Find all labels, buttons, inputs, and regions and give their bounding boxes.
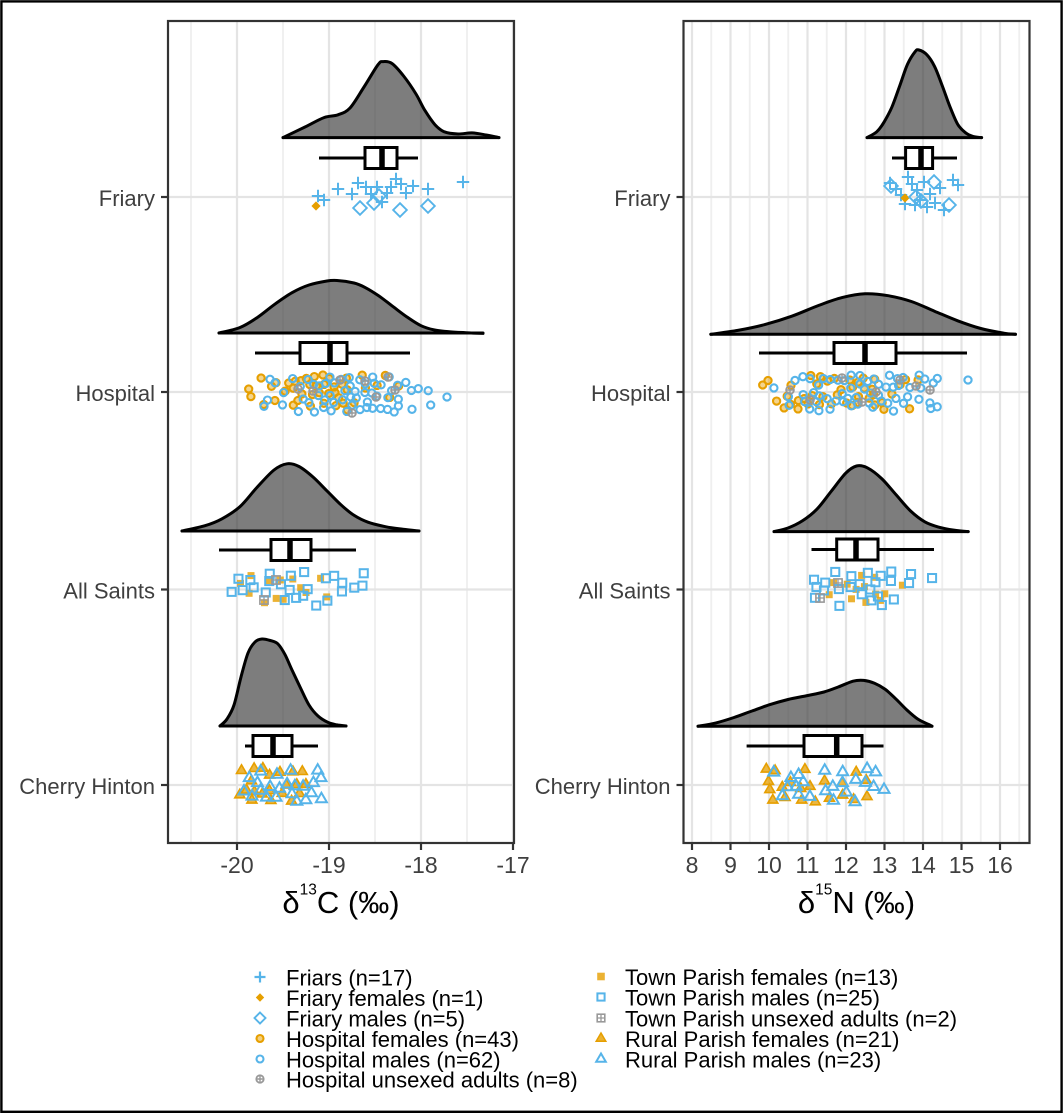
svg-text:Rural Parish males (n=23): Rural Parish males (n=23) — [625, 1048, 881, 1073]
svg-text:14: 14 — [910, 852, 936, 878]
svg-text:15: 15 — [949, 852, 975, 878]
svg-text:Friary: Friary — [99, 186, 155, 211]
svg-text:Friars (n=17): Friars (n=17) — [286, 966, 413, 991]
svg-text:Town Parish unsexed adults (n=: Town Parish unsexed adults (n=2) — [625, 1007, 957, 1032]
svg-text:Hospital males (n=62): Hospital males (n=62) — [286, 1048, 501, 1073]
svg-text:-18: -18 — [404, 852, 437, 878]
svg-text:8: 8 — [686, 852, 699, 878]
svg-text:-19: -19 — [312, 852, 345, 878]
svg-text:Friary: Friary — [614, 186, 670, 211]
svg-text:11: 11 — [796, 852, 820, 878]
svg-text:Cherry Hinton: Cherry Hinton — [535, 774, 671, 799]
svg-text:9: 9 — [724, 852, 737, 878]
svg-text:Friary males (n=5): Friary males (n=5) — [286, 1007, 465, 1032]
svg-text:Cherry Hinton: Cherry Hinton — [19, 774, 155, 799]
svg-text:Town Parish females (n=13): Town Parish females (n=13) — [625, 965, 898, 990]
svg-text:Hospital females (n=43): Hospital females (n=43) — [286, 1027, 519, 1052]
svg-text:-17: -17 — [496, 852, 529, 878]
svg-text:Friary females (n=1): Friary females (n=1) — [286, 986, 483, 1011]
svg-text:Hospital: Hospital — [76, 381, 155, 406]
svg-text:Hospital unsexed adults (n=8): Hospital unsexed adults (n=8) — [286, 1068, 578, 1093]
svg-text:Hospital: Hospital — [591, 381, 670, 406]
svg-text:Rural Parish females (n=21): Rural Parish females (n=21) — [625, 1027, 900, 1052]
svg-text:16: 16 — [987, 852, 1013, 878]
svg-text:13: 13 — [872, 852, 898, 878]
svg-text:10: 10 — [756, 852, 782, 878]
svg-text:-20: -20 — [220, 852, 253, 878]
svg-text:All Saints: All Saints — [63, 579, 155, 604]
svg-text:12: 12 — [833, 852, 859, 878]
svg-text:All Saints: All Saints — [579, 579, 671, 604]
svg-text:Town Parish males (n=25): Town Parish males (n=25) — [625, 986, 880, 1011]
